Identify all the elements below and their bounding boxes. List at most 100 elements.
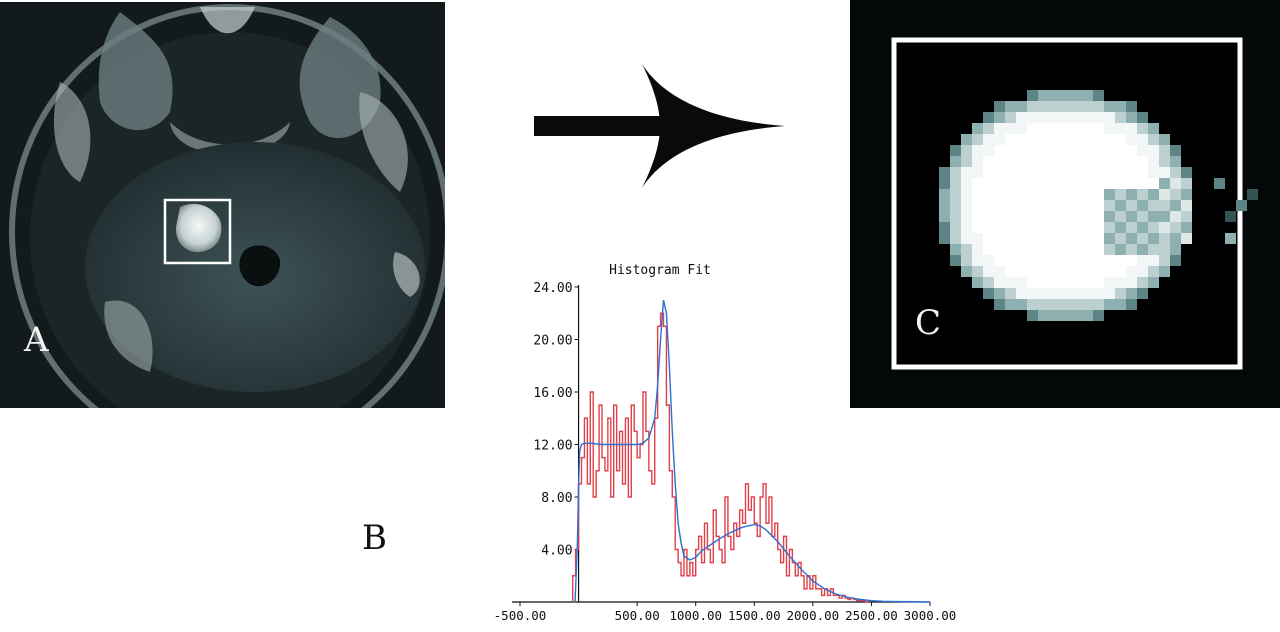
voxel-cell xyxy=(1038,255,1049,266)
voxel-cell xyxy=(1093,134,1104,145)
voxel-cell xyxy=(1148,189,1159,200)
voxel-cell xyxy=(972,156,983,167)
voxel-cell xyxy=(961,233,972,244)
voxel-cell xyxy=(1104,299,1115,310)
voxel-cell xyxy=(994,266,1005,277)
x-tick-label: 2000.00 xyxy=(787,608,840,623)
voxel-cell xyxy=(1071,101,1082,112)
voxel-cell xyxy=(1016,288,1027,299)
voxel-cell xyxy=(1016,244,1027,255)
voxel-cell xyxy=(1170,233,1181,244)
voxel-cell xyxy=(1104,211,1115,222)
voxel-cell xyxy=(1104,178,1115,189)
voxel-cell xyxy=(1159,255,1170,266)
voxel-cell xyxy=(994,222,1005,233)
voxel-cell xyxy=(1115,134,1126,145)
voxel-cell xyxy=(1082,211,1093,222)
voxel-cell xyxy=(1104,200,1115,211)
voxel-cell xyxy=(1038,189,1049,200)
voxel-cell xyxy=(1148,134,1159,145)
voxel-cell xyxy=(1027,112,1038,123)
voxel-cell xyxy=(1093,90,1104,101)
voxel-cell xyxy=(1060,288,1071,299)
voxel-cell xyxy=(1126,266,1137,277)
voxel-cell xyxy=(1115,277,1126,288)
voxel-cell xyxy=(1137,200,1148,211)
voxel-cell xyxy=(1060,299,1071,310)
voxel-cell xyxy=(1071,189,1082,200)
voxel-cell xyxy=(983,156,994,167)
voxel-cell xyxy=(972,189,983,200)
voxel-cell xyxy=(1049,266,1060,277)
voxel-cell xyxy=(1115,255,1126,266)
voxel-cell xyxy=(1049,222,1060,233)
voxel-cell xyxy=(950,211,961,222)
voxel-cell xyxy=(1027,178,1038,189)
voxel-cell xyxy=(1115,211,1126,222)
voxel-cell xyxy=(1148,266,1159,277)
voxel-cell xyxy=(1082,112,1093,123)
voxel-cell xyxy=(1060,134,1071,145)
voxel-cell xyxy=(1148,244,1159,255)
voxel-cell xyxy=(1071,211,1082,222)
voxel-cell xyxy=(1082,101,1093,112)
voxel-cell xyxy=(1104,112,1115,123)
voxel-cell xyxy=(1060,145,1071,156)
voxel-cell xyxy=(1159,156,1170,167)
panel-c-label: C xyxy=(915,303,942,343)
voxel-cell xyxy=(1115,178,1126,189)
voxel-cell xyxy=(994,244,1005,255)
voxel-cell xyxy=(939,222,950,233)
voxel-cell xyxy=(1137,222,1148,233)
voxel-cell xyxy=(1082,244,1093,255)
voxel-cell xyxy=(1082,123,1093,134)
voxel-cell xyxy=(1082,299,1093,310)
voxel-cell xyxy=(1027,255,1038,266)
voxel-cell xyxy=(1159,134,1170,145)
voxel-cell xyxy=(1005,288,1016,299)
voxel-cell xyxy=(1049,123,1060,134)
voxel-cell xyxy=(1027,123,1038,134)
voxel-cell xyxy=(1027,200,1038,211)
voxel-cell xyxy=(1115,233,1126,244)
voxel-cell xyxy=(950,244,961,255)
voxel-cell xyxy=(1082,255,1093,266)
voxel-cell xyxy=(1060,90,1071,101)
panel-b-label: B xyxy=(362,518,387,558)
voxel-cell xyxy=(1093,112,1104,123)
voxel-cell xyxy=(1137,189,1148,200)
voxel-cell xyxy=(1049,156,1060,167)
voxel-cell xyxy=(1126,255,1137,266)
voxel-cell xyxy=(1181,167,1192,178)
voxel-cell xyxy=(939,189,950,200)
voxel-cell xyxy=(972,200,983,211)
voxel-cell xyxy=(1181,211,1192,222)
voxel-cell xyxy=(1137,156,1148,167)
chart-plot-area: Histogram Fit 4.00 8.00 12.00 16.00 20.00 24.… xyxy=(494,263,957,623)
voxel-cell xyxy=(1071,112,1082,123)
voxel-cell xyxy=(1005,178,1016,189)
voxel-cell xyxy=(1016,255,1027,266)
voxel-cell xyxy=(972,178,983,189)
voxel-cell xyxy=(1104,167,1115,178)
voxel-cell xyxy=(983,167,994,178)
voxel-cell xyxy=(1038,112,1049,123)
voxel-cell xyxy=(983,288,994,299)
voxel-cell xyxy=(950,255,961,266)
voxel-cell xyxy=(994,134,1005,145)
voxel-cell xyxy=(1126,178,1137,189)
voxel-cell xyxy=(1038,277,1049,288)
voxel-cell xyxy=(1005,156,1016,167)
voxel-cell xyxy=(1115,167,1126,178)
voxel-cell xyxy=(1016,299,1027,310)
voxel-cell xyxy=(1137,123,1148,134)
voxel-cell xyxy=(1082,222,1093,233)
voxel-cell xyxy=(994,211,1005,222)
voxel-cell xyxy=(1148,156,1159,167)
voxel-cell xyxy=(1060,167,1071,178)
voxel-cell xyxy=(1071,310,1082,321)
voxel-cell xyxy=(1027,288,1038,299)
voxel-cell xyxy=(1071,255,1082,266)
voxel-cell xyxy=(1016,123,1027,134)
voxel-cell xyxy=(1027,145,1038,156)
